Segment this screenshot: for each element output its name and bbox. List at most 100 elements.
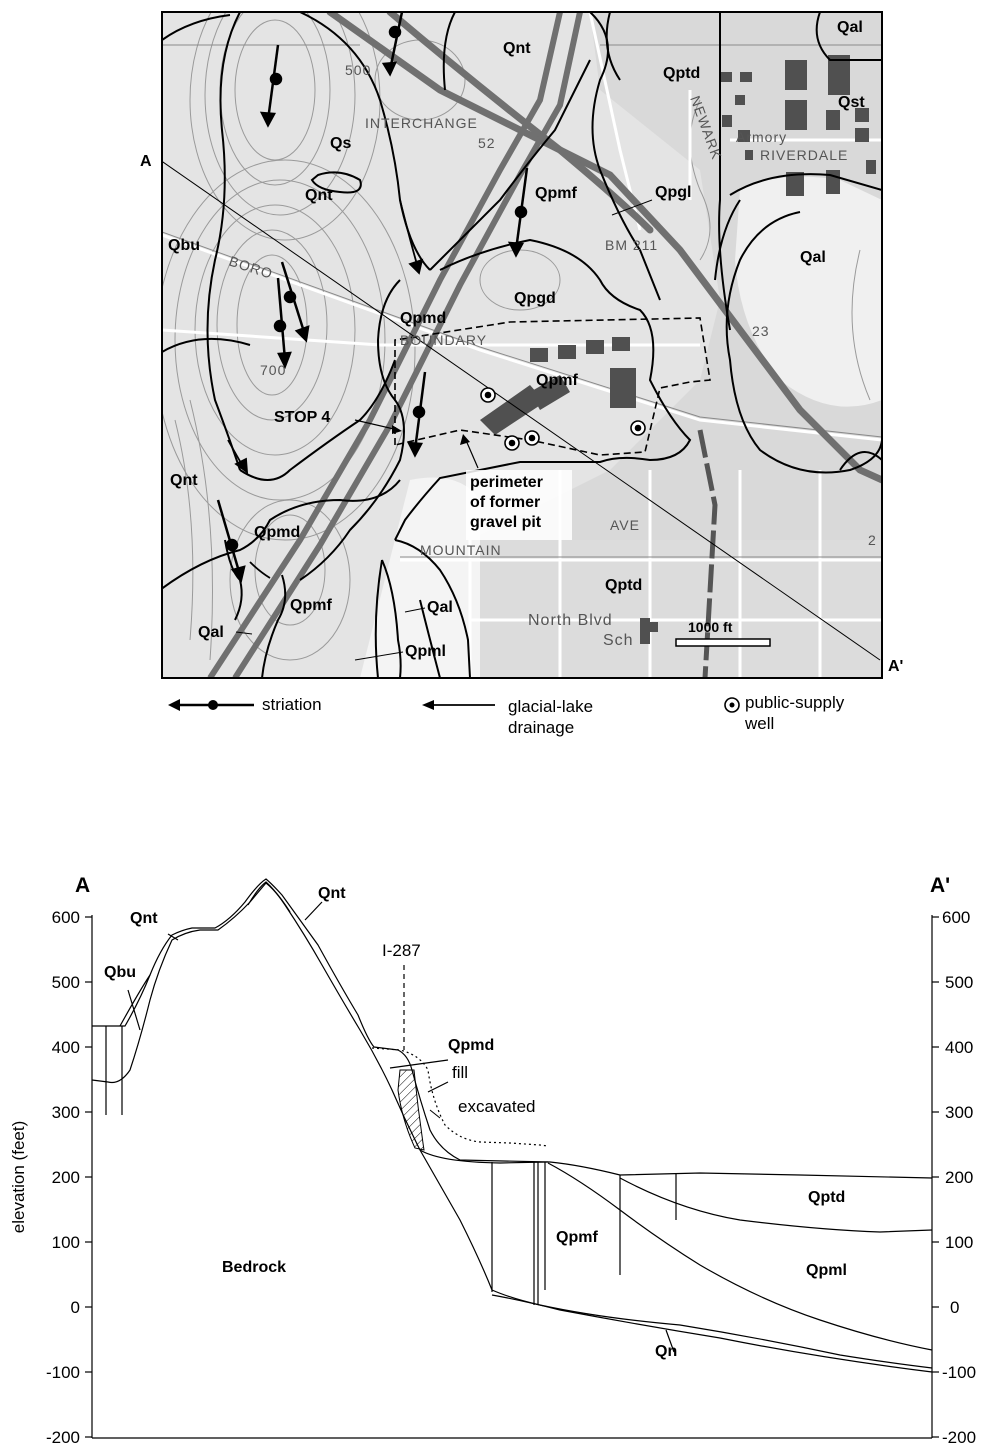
section-unit-label: fill	[452, 1063, 468, 1082]
y-tick-label: 500	[945, 973, 973, 992]
geologic-map: INTERCHANGE 52 NEWARK RIVERDALE Armory B…	[140, 11, 903, 679]
map-unit-label: Qnt	[503, 40, 531, 57]
map-unit-label: Qptd	[663, 65, 700, 82]
y-tick-label: 600	[52, 908, 80, 927]
well-icon	[630, 420, 646, 436]
legend-striation: striation	[168, 695, 322, 714]
well-icon	[504, 435, 520, 451]
gravel-pit-perimeter	[394, 317, 711, 456]
section-unit-label: Qpml	[806, 1262, 847, 1279]
section-unit-label: Qn	[655, 1343, 677, 1360]
place-label: INTERCHANGE	[365, 115, 478, 131]
y-tick-label: 400	[945, 1038, 973, 1057]
drainage-arrow-icon	[249, 561, 271, 579]
map-unit-label: Qal	[837, 19, 863, 36]
y-tick-label: 500	[52, 973, 80, 992]
y-tick-label: 0	[950, 1298, 959, 1317]
legend-label: striation	[262, 695, 322, 714]
place-label: 500	[345, 62, 371, 78]
pit-label-line: gravel pit	[470, 514, 542, 531]
unit-Qs-outline	[310, 171, 362, 194]
section-unit-label: Qpmd	[448, 1037, 494, 1054]
pit-label: perimeter of former gravel pit	[470, 474, 543, 531]
map-unit-label: Qs	[330, 135, 351, 152]
map-unit-label: Qnt	[170, 472, 198, 489]
cross-section: 600 500 400 300 200 100 0 -100 -200 600 …	[9, 874, 976, 1447]
striation-icon	[259, 44, 283, 128]
map-unit-label: Qpmd	[254, 524, 300, 541]
section-unit-label: Bedrock	[222, 1259, 286, 1276]
y-tick-label: 200	[52, 1168, 80, 1187]
legend-well: public-supply well	[724, 693, 845, 733]
striations	[216, 11, 529, 583]
place-label: 23	[752, 323, 770, 339]
fill-hatch	[397, 1069, 425, 1151]
y-tick-label: -200	[942, 1428, 976, 1446]
map-unit-label: Qpmd	[400, 310, 446, 327]
map-legend: striation glacial-lake drainage public-s…	[168, 693, 845, 737]
stop-label: STOP 4	[274, 409, 330, 426]
map-unit-label: Qpmf	[535, 185, 577, 202]
section-line	[162, 160, 881, 661]
section-end-label: A'	[888, 658, 903, 675]
striation-icon	[280, 261, 310, 343]
place-label: Sch	[603, 632, 634, 649]
highway-label: I-287	[382, 941, 421, 960]
y-tick-label: -200	[46, 1428, 80, 1446]
map-unit-labels: Qal Qptd Qst Qnt Qs Qpmf Qpgl Qnt Qbu Qa…	[168, 19, 865, 660]
pit-label-line: perimeter	[470, 474, 543, 491]
map-unit-label: Qpgl	[655, 184, 691, 201]
y-tick-label: 400	[52, 1038, 80, 1057]
section-unit-labels: Qnt Qnt Qbu Qpmd fill excavated Qptd Qpm…	[104, 885, 847, 1360]
map-unit-label: Qptd	[605, 577, 642, 594]
map-unit-label: Qpmf	[536, 372, 578, 389]
y-tick-label: 300	[945, 1103, 973, 1122]
striation-icon	[216, 499, 246, 583]
y-tick-label: -100	[942, 1363, 976, 1382]
place-label: AVE	[610, 517, 640, 533]
section-unit-label: Qbu	[104, 964, 136, 981]
map-unit-label: Qnt	[305, 187, 333, 204]
section-end-label: A	[75, 874, 90, 897]
section-profiles	[91, 878, 933, 1373]
legend-label: glacial-lake	[508, 697, 593, 716]
map-unit-label: Qpgd	[514, 290, 556, 307]
striation-icon	[381, 11, 404, 77]
section-unit-label: Qnt	[318, 885, 346, 902]
scale-bar: 1000 ft	[675, 619, 771, 647]
map-unit-label: Qal	[800, 249, 826, 266]
map-frame	[161, 11, 883, 679]
y-ticks-right	[932, 916, 939, 1438]
y-tick-labels-right: 600 500 400 300 200 100 0 -100 -200	[942, 908, 976, 1447]
y-tick-label: -100	[46, 1363, 80, 1382]
y-tick-label: 600	[942, 908, 970, 927]
place-label: Armory	[736, 129, 787, 145]
section-unit-label: excavated	[458, 1097, 536, 1116]
section-unit-label: Qnt	[130, 910, 158, 927]
scale-label: 1000 ft	[688, 619, 733, 635]
y-tick-label: 100	[52, 1233, 80, 1252]
map-unit-label: Qst	[838, 94, 865, 111]
wells	[480, 387, 646, 451]
place-label: North Blvd	[528, 612, 613, 629]
map-unit-label: Qpml	[405, 643, 446, 660]
drainage-arrows	[227, 199, 424, 579]
drainage-arrow-icon	[422, 700, 434, 710]
place-label: 52	[478, 135, 496, 151]
place-label: BM 211	[605, 237, 658, 253]
section-end-label: A	[140, 153, 152, 170]
y-tick-label: 300	[52, 1103, 80, 1122]
legend-label: well	[744, 714, 774, 733]
striation-icon	[406, 371, 427, 458]
y-tick-label: 0	[71, 1298, 80, 1317]
y-tick-label: 100	[945, 1233, 973, 1252]
legend-drainage: glacial-lake drainage	[422, 697, 593, 737]
label-leaders	[235, 199, 653, 661]
map-unit-label: Qbu	[168, 237, 200, 254]
legend-label: public-supply	[745, 693, 845, 712]
pit-label-line: of former	[470, 494, 540, 511]
map-unit-label: Qpmf	[290, 597, 332, 614]
legend-label: drainage	[508, 718, 574, 737]
striation-icon	[273, 277, 292, 370]
